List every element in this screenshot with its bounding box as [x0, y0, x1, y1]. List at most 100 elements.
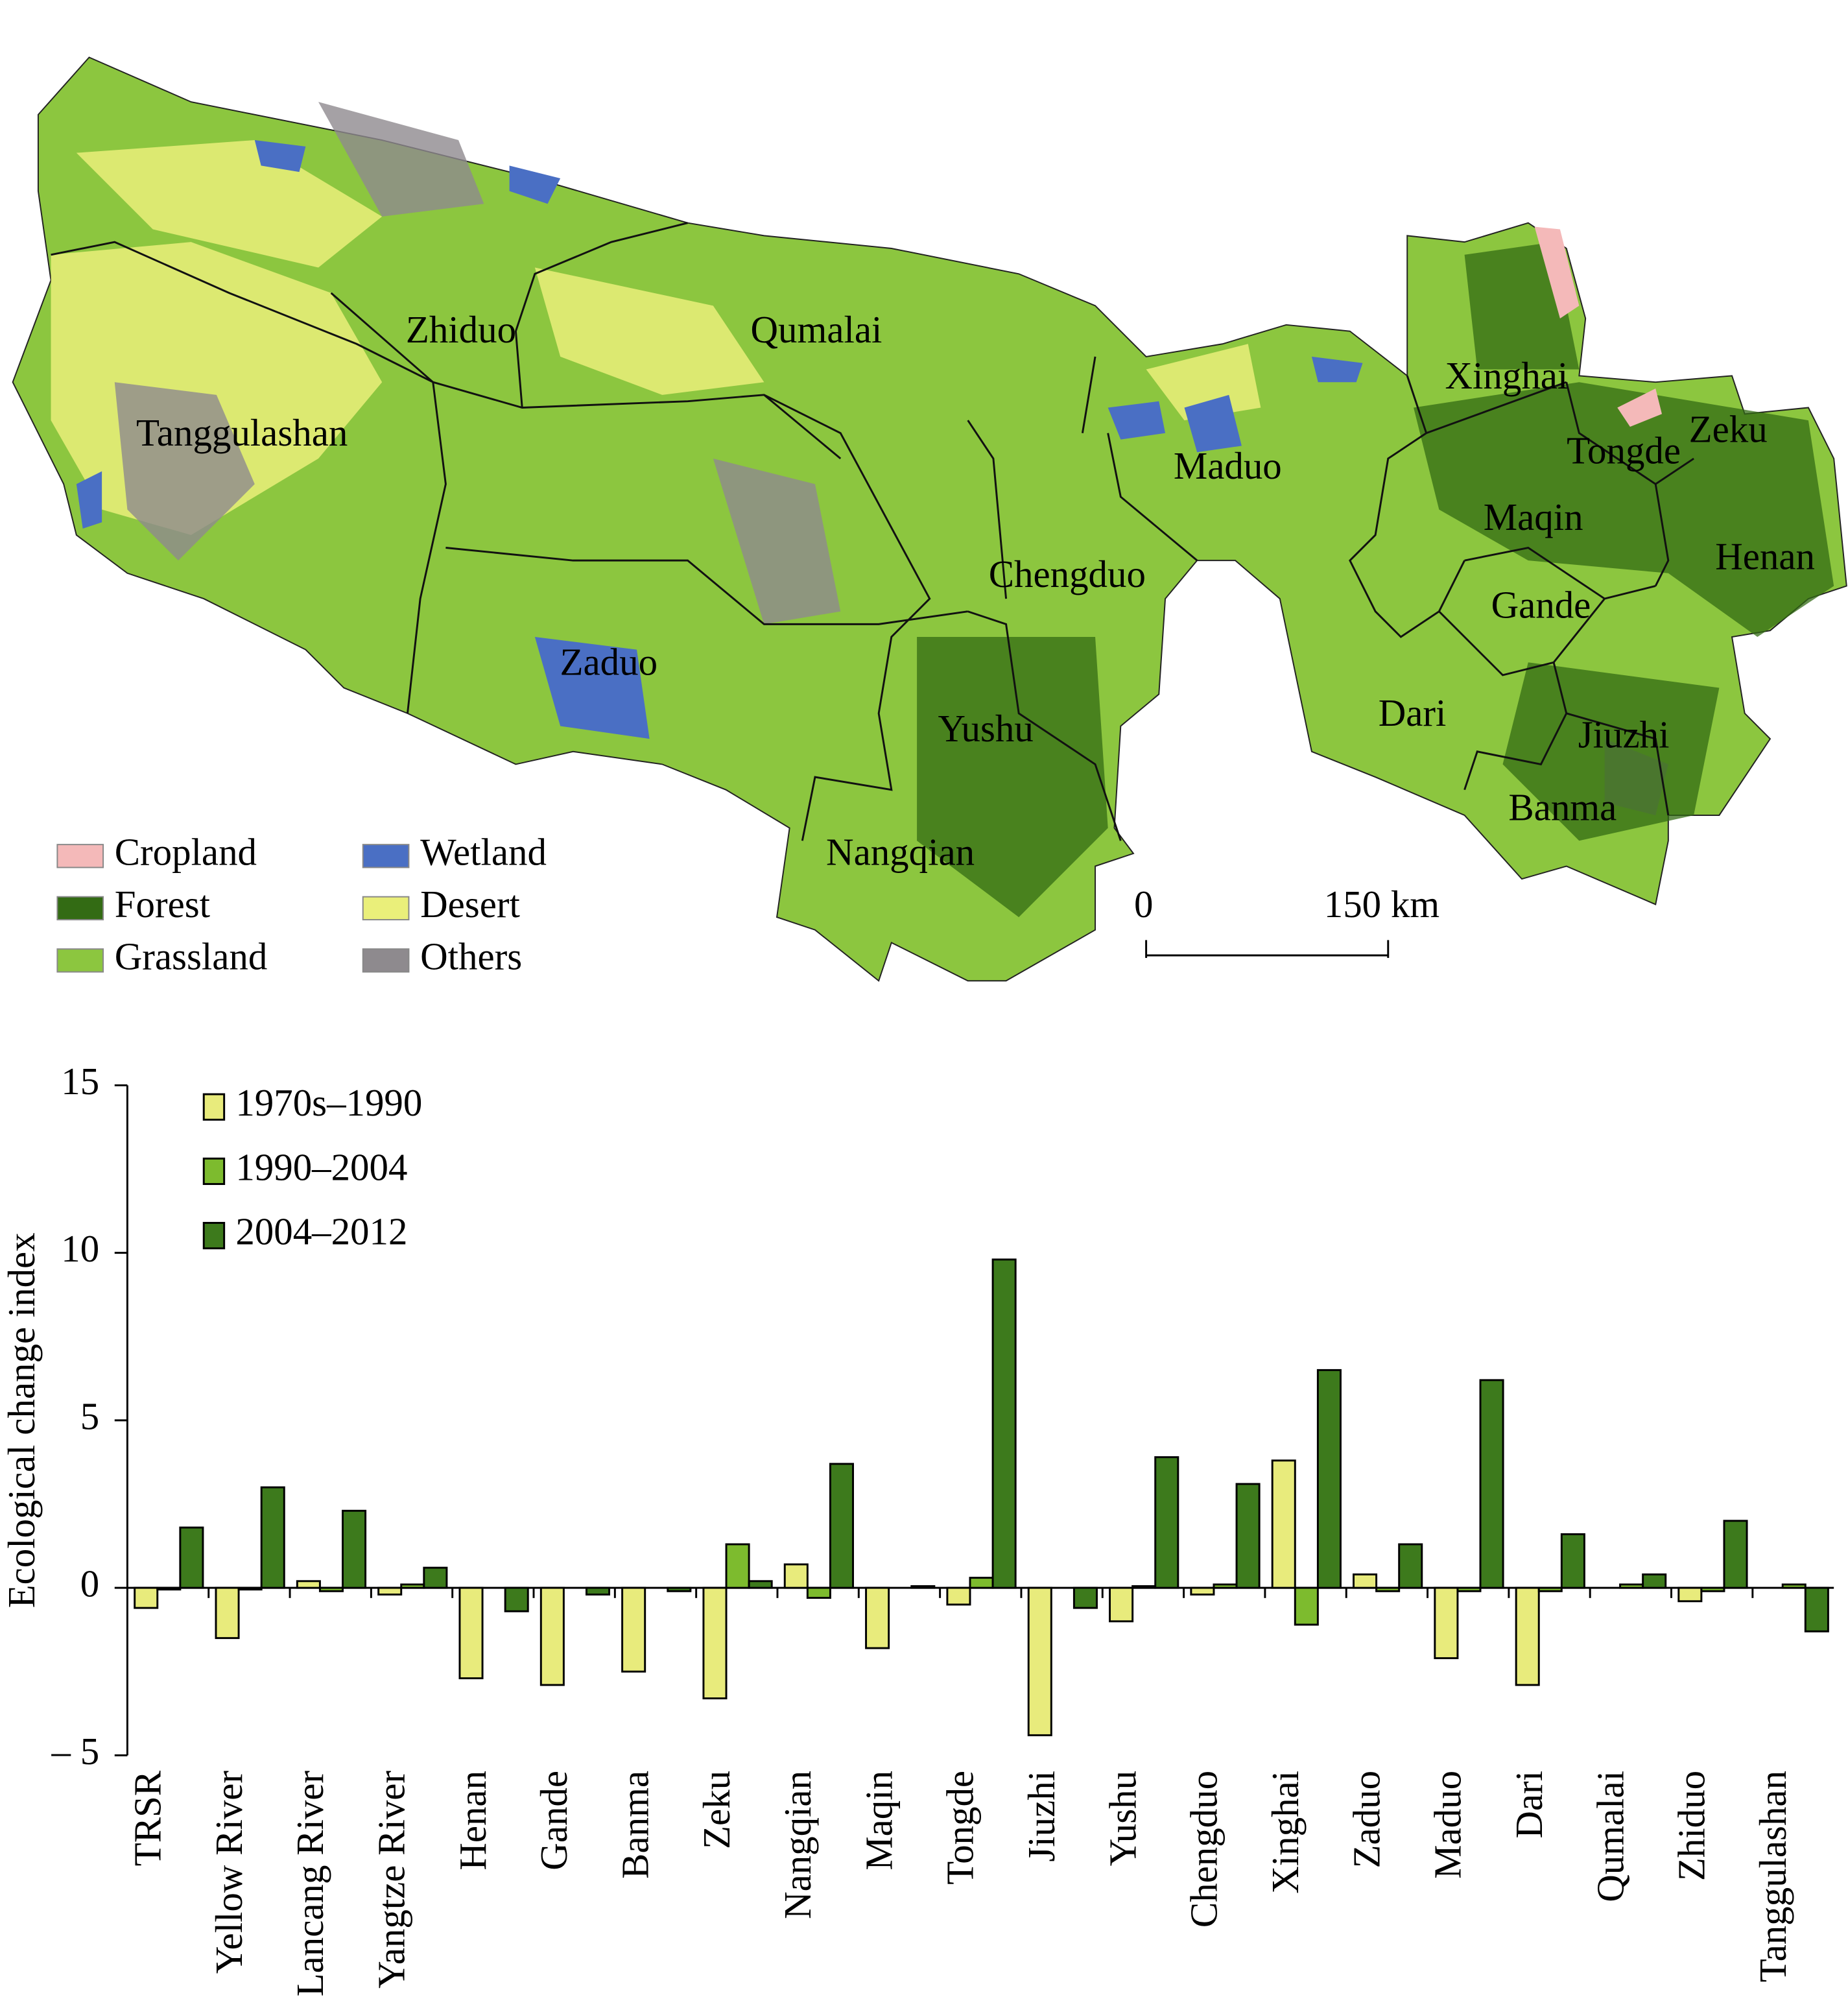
bar [342, 1509, 367, 1589]
x-tick-label: Zhiduo [1670, 1771, 1713, 1881]
x-tick-label: Tongde [939, 1771, 982, 1885]
x-tick-label: Maduo [1427, 1771, 1469, 1879]
x-tick-label: Zaduo [1345, 1771, 1388, 1869]
x-tick-label: Dari [1508, 1771, 1550, 1839]
region-label: Nangqian [826, 830, 975, 873]
region-label: Banma [1508, 786, 1617, 829]
bar [1515, 1586, 1540, 1686]
bar [1642, 1573, 1667, 1589]
x-tick-label: Qumalai [1589, 1771, 1631, 1902]
legend-swatch [362, 948, 410, 973]
cropland-area [1534, 226, 1663, 427]
bar [1235, 1483, 1261, 1589]
legend-swatch [56, 896, 104, 920]
x-tick-label: Gande [532, 1771, 575, 1871]
y-tick-label: 10 [61, 1227, 99, 1270]
legend-swatch [202, 1093, 226, 1121]
bar [1316, 1369, 1342, 1589]
region-label: Xinghai [1445, 354, 1569, 397]
x-tick-label: Maqin [857, 1771, 900, 1871]
legend-swatch [202, 1157, 226, 1186]
bar [783, 1563, 809, 1589]
region-label: Zaduo [560, 641, 658, 684]
legend-swatch [56, 948, 104, 973]
bar [377, 1586, 403, 1596]
bar [458, 1586, 484, 1680]
legend-label: 1970s–1990 [235, 1081, 422, 1124]
legend-label: Grassland [115, 935, 268, 977]
bar [504, 1586, 529, 1612]
scale-label: 0 [1134, 883, 1153, 926]
bar [991, 1258, 1017, 1589]
bar [702, 1586, 728, 1700]
bar [423, 1566, 448, 1589]
map [12, 56, 1847, 982]
legend-swatch [362, 844, 410, 868]
bar [318, 1586, 344, 1592]
bar [296, 1580, 321, 1589]
bar [1700, 1586, 1725, 1592]
x-tick-label: TRSR [126, 1770, 169, 1866]
bar [667, 1586, 692, 1592]
x-tick-label: Banma [613, 1771, 656, 1879]
bar [1456, 1586, 1482, 1592]
bar [1190, 1586, 1215, 1596]
legend-swatch [202, 1221, 226, 1250]
region-label: Henan [1715, 535, 1815, 578]
region-label: Tanggulashan [136, 411, 348, 454]
x-tick-label: Zeku [695, 1771, 738, 1849]
bar [1723, 1520, 1748, 1589]
legend-label: Others [420, 935, 522, 977]
legend-swatch [362, 896, 410, 920]
bar [215, 1586, 240, 1640]
legend-label: Forest [115, 883, 211, 926]
bar [969, 1577, 994, 1589]
bar [1398, 1543, 1423, 1589]
x-tick-label: Jiuzhi [1020, 1771, 1063, 1862]
bar [237, 1586, 263, 1591]
bar [156, 1586, 182, 1591]
bar [829, 1463, 854, 1589]
bar [1781, 1583, 1807, 1589]
y-tick-label: 15 [61, 1060, 99, 1103]
bar [585, 1586, 611, 1596]
x-tick-label: Nangqian [776, 1771, 819, 1919]
legend-label: Desert [420, 883, 520, 926]
bar [865, 1586, 890, 1649]
bar [621, 1586, 646, 1673]
x-tick-label: Xinghai [1264, 1771, 1307, 1894]
bar [260, 1486, 285, 1589]
scale-label: 150 km [1324, 883, 1439, 926]
bar [1027, 1586, 1052, 1736]
region-label: Dari [1379, 691, 1447, 734]
bar [910, 1585, 936, 1589]
bar [1619, 1583, 1644, 1589]
bar [400, 1583, 425, 1589]
bar [1353, 1573, 1378, 1589]
region-label: Chengduo [989, 553, 1146, 595]
bar [1560, 1533, 1585, 1589]
x-tick-label: Chengduo [1183, 1771, 1226, 1928]
bar [725, 1543, 750, 1589]
forest-area [917, 242, 1834, 918]
region-label: Gande [1491, 583, 1591, 626]
y-tick-label: – 5 [51, 1730, 100, 1773]
bar [1434, 1586, 1459, 1660]
region-label: Tongde [1567, 429, 1681, 472]
bar [806, 1586, 831, 1599]
region-label: Zhiduo [406, 308, 516, 351]
region-label: Qumalai [751, 308, 883, 351]
bar [1131, 1585, 1157, 1589]
bar [1804, 1586, 1829, 1632]
desert-area [51, 140, 1261, 535]
bar [1072, 1586, 1098, 1609]
bar [1677, 1586, 1703, 1603]
bar [1294, 1586, 1319, 1626]
y-tick-label: 0 [80, 1562, 99, 1605]
bar [1375, 1586, 1401, 1592]
x-tick-label: Yangtze River [370, 1771, 412, 1989]
y-axis-label: Ecological change index [0, 1232, 43, 1608]
region-label: Zeku [1689, 407, 1768, 450]
